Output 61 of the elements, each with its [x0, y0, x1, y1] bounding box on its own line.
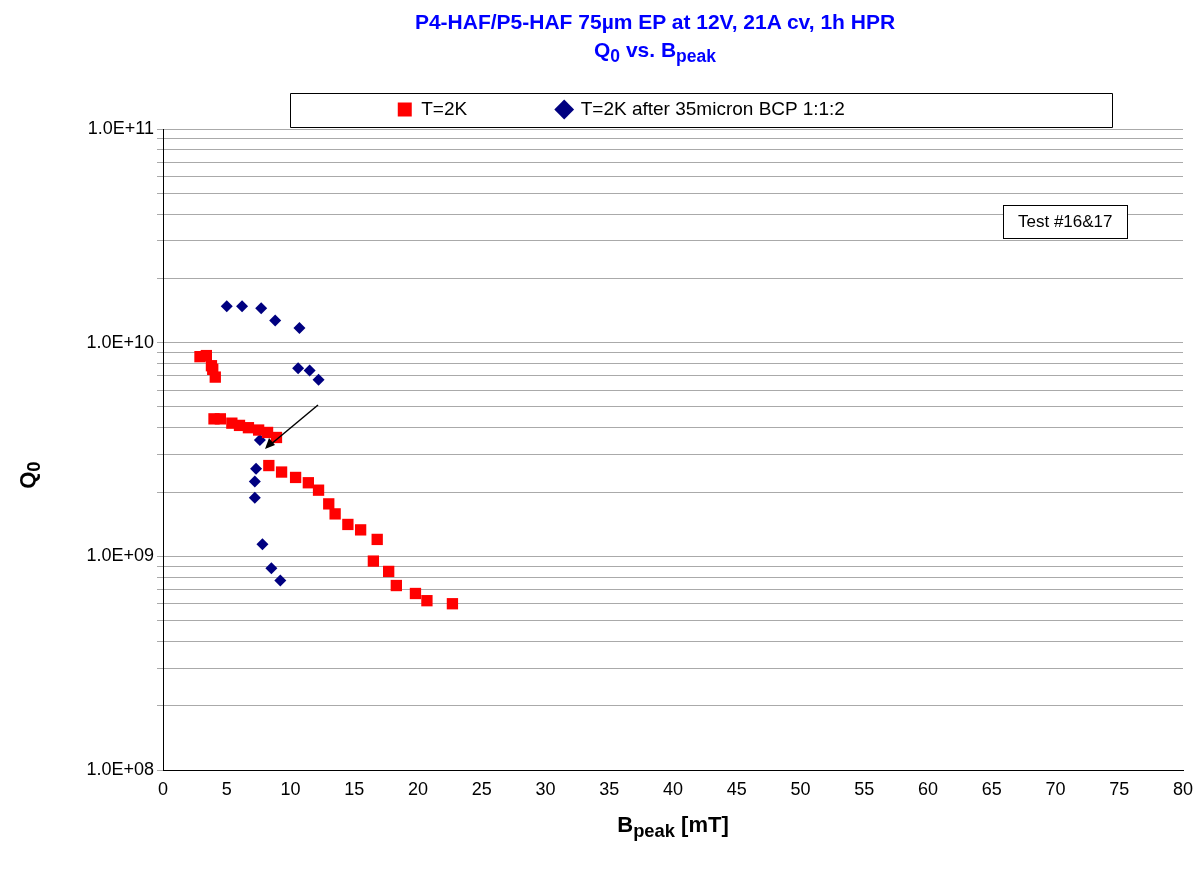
point — [409, 587, 422, 600]
x-tick-label: 35 — [599, 778, 620, 799]
point — [390, 579, 402, 592]
x-tick-label: 40 — [662, 778, 684, 799]
point — [292, 362, 305, 375]
point — [289, 471, 302, 484]
x-tick-label: 45 — [726, 778, 747, 799]
legend-label: T=2K after 35micron BCP 1:1:2 — [580, 97, 845, 119]
x-tick-label: 50 — [790, 778, 811, 799]
point — [367, 555, 380, 567]
point — [265, 562, 278, 575]
point — [250, 462, 263, 475]
x-axis-title: B$_{peak}$ [mT] — [616, 812, 730, 843]
point — [255, 302, 268, 315]
point — [269, 314, 282, 327]
point — [263, 459, 275, 472]
x-tick-label: 15 — [344, 778, 365, 799]
x-tick-label: 80 — [1172, 778, 1194, 799]
x-tick-label: 25 — [471, 778, 492, 799]
chart-title: P4-HAF/P5-HAF 75µm EP at 12V, 21A cv, 1h HPR — [413, 10, 897, 34]
x-tick-label: 20 — [407, 778, 429, 799]
chart-subtitle: Q$_{0}$ vs. B$_{peak}$ — [593, 38, 717, 68]
annotation: Test #16&17 — [1003, 205, 1128, 239]
point — [303, 364, 316, 377]
point — [275, 466, 288, 478]
x-tick-label: 10 — [280, 778, 301, 799]
x-tick-label: 75 — [1109, 778, 1130, 799]
point — [209, 371, 221, 383]
point — [302, 477, 315, 489]
point — [323, 498, 335, 510]
point — [312, 484, 325, 496]
point — [446, 598, 459, 610]
point — [220, 300, 233, 313]
point — [383, 565, 395, 578]
point — [200, 349, 213, 362]
point — [248, 491, 261, 504]
point — [329, 508, 341, 520]
y-tick-label: 1.0E+08 — [86, 758, 154, 779]
point — [256, 538, 269, 551]
point — [214, 413, 227, 425]
point — [253, 434, 266, 447]
y-tick-label: 1.0E+09 — [86, 545, 154, 566]
y-tick-label: 1.0E+10 — [86, 331, 154, 352]
point — [371, 533, 383, 546]
x-tick-label: 30 — [535, 778, 556, 799]
y-tick-label: 1.0E+11 — [87, 117, 154, 138]
point — [354, 524, 367, 536]
point — [342, 518, 354, 531]
point — [312, 373, 325, 386]
x-tick-label: 70 — [1045, 778, 1066, 799]
x-tick-label: 55 — [854, 778, 875, 799]
point — [236, 300, 249, 313]
point — [248, 475, 261, 488]
x-tick-label: 65 — [981, 778, 1002, 799]
point — [293, 322, 306, 335]
point — [274, 574, 287, 587]
legend-label: T=2K — [421, 97, 468, 119]
x-tick-label: 5 — [221, 778, 232, 799]
x-tick-label: 0 — [157, 778, 169, 799]
x-tick-label: 60 — [917, 778, 939, 799]
point — [421, 595, 433, 607]
